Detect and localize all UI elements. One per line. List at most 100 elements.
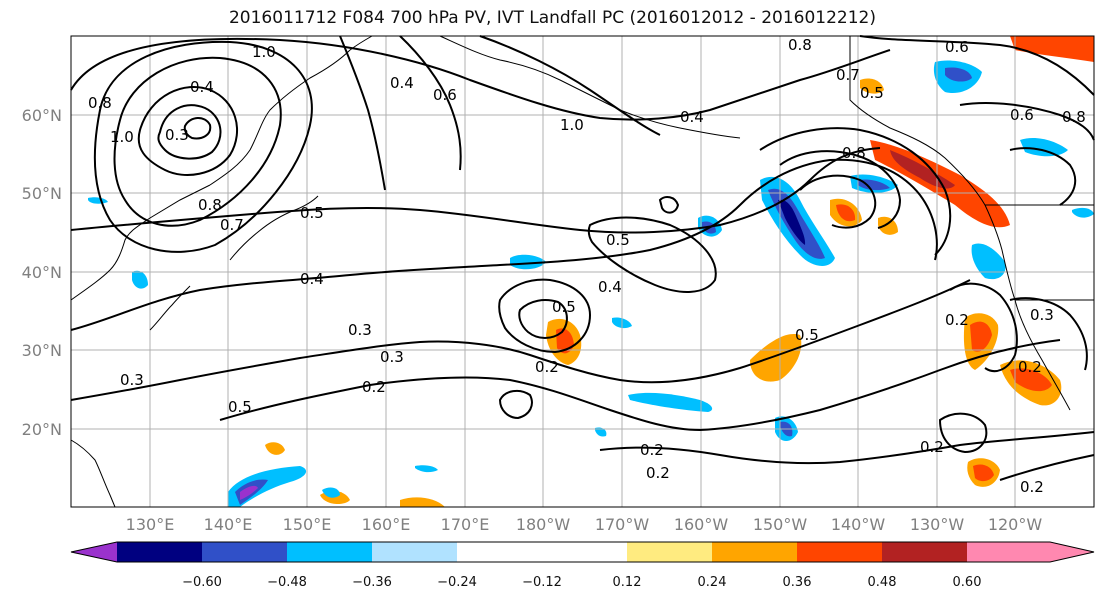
contour-label: 0.2 (920, 438, 944, 456)
shade-positive (1010, 368, 1052, 392)
contour-line (70, 37, 891, 121)
map-title: 2016011712 F084 700 hPa PV, IVT Landfall… (228, 8, 876, 28)
lat-labels: 60°N 50°N 40°N 30°N 20°N (22, 106, 62, 439)
contour-label: 0.3 (380, 348, 404, 366)
shade-negative (240, 485, 258, 500)
colorbar-segment (287, 542, 372, 562)
shade-negative (322, 487, 340, 498)
contour-line (518, 299, 568, 339)
contour-label: 0.5 (228, 398, 252, 416)
colorbar-tick-label: −0.12 (522, 575, 562, 590)
lon-label: 120°W (988, 515, 1043, 534)
contour-line (658, 196, 680, 214)
shade-negative (1072, 207, 1094, 218)
lon-label: 140°W (831, 515, 886, 534)
lon-label: 160°W (674, 515, 729, 534)
colorbar-extend-max (1050, 542, 1094, 562)
lat-label: 40°N (22, 263, 62, 282)
contour-line (1009, 147, 1077, 206)
colorbar-segment (372, 542, 457, 562)
colorbar-tick-label: 0.36 (783, 575, 812, 590)
contour-line (70, 147, 881, 234)
colorbar-segment (967, 542, 1050, 562)
lon-label: 180°W (516, 515, 571, 534)
contour-label: 0.2 (1020, 478, 1044, 496)
contour-label: 0.8 (1062, 108, 1086, 126)
contour-line (859, 35, 1095, 96)
contour-label: 0.5 (300, 204, 324, 222)
contour-label: 0.2 (362, 378, 386, 396)
contour-line (1009, 297, 1088, 371)
shade-negative (971, 243, 1006, 280)
contour-label: 0.6 (945, 38, 969, 56)
contour-line (759, 127, 952, 256)
contour-line (959, 102, 1095, 141)
contour-label: 0.8 (842, 144, 866, 162)
lon-label: 160°E (362, 515, 411, 534)
colorbar-tick-label: −0.60 (182, 575, 222, 590)
shade-positive (878, 216, 898, 235)
shade-negative (778, 199, 806, 245)
contour-label: 0.4 (190, 78, 214, 96)
colorbar-segment (457, 542, 542, 562)
contour-label: 0.7 (220, 216, 244, 234)
contour-line (587, 216, 717, 293)
contour-label: 0.8 (198, 196, 222, 214)
philippines-coast (70, 439, 116, 508)
contour-label: 0.4 (680, 108, 704, 126)
contour-label: 0.6 (433, 86, 457, 104)
colorbar-segment (797, 542, 882, 562)
lon-label: 170°E (441, 515, 490, 534)
contour-label: 1.0 (560, 116, 584, 134)
colorbar: −0.60 −0.48 −0.36 −0.24 −0.12 0.12 0.24 … (70, 541, 1095, 590)
contour-label: 0.3 (165, 126, 189, 144)
shade-positive (265, 442, 285, 455)
shade-positive (750, 334, 802, 382)
contour-label: 0.2 (640, 441, 664, 459)
shade-negative (510, 254, 546, 270)
aleutians-coast (439, 35, 741, 139)
contour-label: 0.2 (1018, 358, 1042, 376)
contour-line (93, 40, 313, 253)
shade-positive (1010, 36, 1094, 62)
contour-label: 0.5 (552, 298, 576, 316)
contour-line (938, 412, 988, 454)
colorbar-extend-min (71, 542, 117, 562)
lat-label: 50°N (22, 184, 62, 203)
contour-line (779, 150, 902, 229)
contour-line (70, 279, 971, 401)
lat-label: 60°N (22, 106, 62, 125)
contour-line (183, 117, 212, 140)
colorbar-tick-label: 0.12 (613, 575, 642, 590)
shade-negative (945, 67, 972, 82)
contour-label: 0.2 (945, 311, 969, 329)
colorbar-tick-label: 0.48 (868, 575, 897, 590)
contour-label: 0.3 (120, 371, 144, 389)
map-frame (70, 35, 1095, 508)
contour-label: 0.5 (606, 231, 630, 249)
lon-label: 170°W (595, 515, 650, 534)
contour-label: 1.0 (110, 128, 134, 146)
ryukyu-coast (149, 285, 191, 331)
colorbar-tick-label: −0.48 (267, 575, 307, 590)
lon-label: 150°E (283, 515, 332, 534)
contour-label: 0.8 (788, 36, 812, 54)
contour-line (498, 389, 533, 420)
colorbar-segment (712, 542, 797, 562)
shade-negative (88, 197, 108, 204)
contour-line (399, 35, 462, 171)
lon-label: 130°W (910, 515, 965, 534)
shade-positive (860, 78, 884, 94)
lat-label: 20°N (22, 420, 62, 439)
colorbar-outline (70, 541, 1095, 563)
colorbar-tick-label: −0.36 (352, 575, 392, 590)
lon-labels: 130°E 140°E 150°E 160°E 170°E 180°W 170°… (126, 515, 1043, 534)
lon-label: 130°E (126, 515, 175, 534)
contour-line (339, 35, 386, 191)
shade-positive (400, 497, 445, 507)
contour-line (599, 431, 1095, 465)
lon-label: 150°W (753, 515, 808, 534)
na-coast (849, 36, 1071, 411)
